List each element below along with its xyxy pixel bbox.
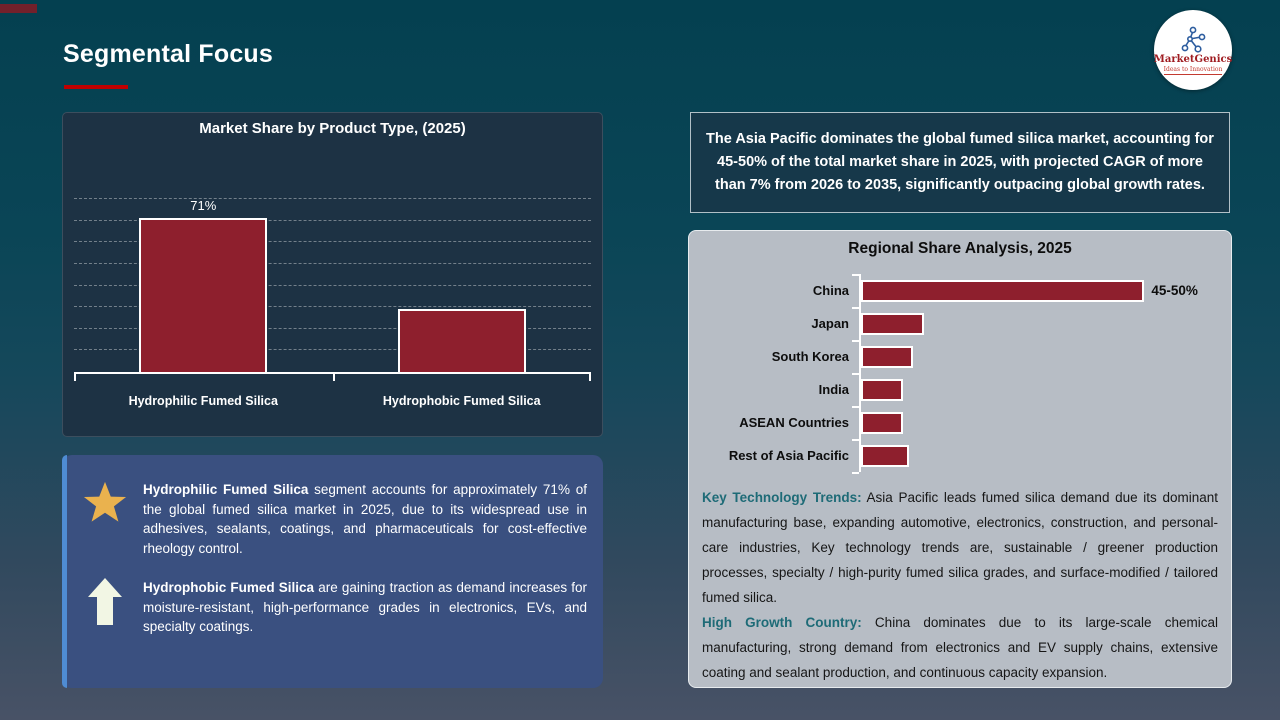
page-title: Segmental Focus	[63, 40, 273, 68]
up-arrow-icon	[82, 578, 128, 626]
regional-chart: China 45-50% Japan South Korea India ASE…	[689, 274, 1219, 474]
chart-row-china: China 45-50%	[689, 274, 1219, 307]
category-labels: Hydrophilic Fumed Silica Hydrophobic Fum…	[74, 394, 591, 408]
highlight-banner: The Asia Pacific dominates the global fu…	[690, 112, 1230, 213]
category-label-hydrophobic: Hydrophobic Fumed Silica	[382, 394, 541, 408]
axis-tick	[589, 374, 591, 381]
corner-accent	[0, 4, 37, 13]
regional-panel: Regional Share Analysis, 2025 China 45-5…	[688, 230, 1232, 688]
product-chart-plot: 71%	[74, 198, 592, 372]
molecule-network-icon	[1181, 26, 1206, 53]
bar-asean	[861, 411, 903, 434]
segment-info-box: Hydrophilic Fumed Silica segment account…	[62, 455, 603, 688]
key-technology-trends-paragraph: Key Technology Trends: Asia Pacific lead…	[702, 490, 1218, 605]
high-growth-country-paragraph: High Growth Country: China dominates due…	[702, 615, 1218, 680]
bar-rest-asia-pacific	[861, 444, 909, 467]
y-axis	[859, 274, 861, 472]
highlight-banner-text: The Asia Pacific dominates the global fu…	[706, 131, 1214, 193]
bar-hydrophobic	[397, 309, 526, 372]
gridline	[74, 241, 591, 243]
bar-value-label: 45-50%	[1151, 283, 1198, 298]
gridline	[74, 219, 591, 221]
info-item-hydrophobic: Hydrophobic Fumed Silica are gaining tra…	[82, 578, 587, 637]
gridline	[74, 327, 591, 329]
high-growth-country-lead: High Growth Country:	[702, 615, 862, 630]
axis-tick	[74, 374, 76, 381]
bar-india	[861, 378, 903, 401]
gridline	[74, 306, 591, 308]
company-logo: MarketGenics Ideas to Innovation	[1154, 10, 1232, 90]
axis-tick	[332, 374, 335, 381]
x-axis	[74, 372, 591, 381]
info-box-accent-bar	[62, 455, 67, 688]
chart-row-south-korea: South Korea	[689, 340, 1219, 373]
chart-row-rest-asia-pacific: Rest of Asia Pacific	[689, 439, 1219, 472]
chart-row-india: India	[689, 373, 1219, 406]
star-icon	[82, 480, 128, 524]
bar-south-korea	[861, 345, 913, 368]
gridline	[74, 349, 591, 351]
gridline	[74, 284, 591, 286]
info-item-hydrophilic: Hydrophilic Fumed Silica segment account…	[82, 480, 587, 558]
product-chart-panel: Market Share by Product Type, (2025) 71%…	[62, 112, 603, 437]
logo-company-name: MarketGenics	[1153, 54, 1233, 65]
chart-row-asean: ASEAN Countries	[689, 406, 1219, 439]
category-label-hydrophilic: Hydrophilic Fumed Silica	[128, 394, 278, 408]
regional-text-block: Key Technology Trends: Asia Pacific lead…	[702, 485, 1218, 685]
bar-column-hydrophilic: 71%	[74, 198, 333, 372]
logo-tagline: Ideas to Innovation	[1163, 66, 1223, 75]
bar-japan	[861, 312, 924, 335]
product-chart-title: Market Share by Product Type, (2025)	[199, 120, 466, 137]
title-underline	[64, 85, 128, 89]
bar-china	[861, 279, 1145, 302]
regional-chart-title: Regional Share Analysis, 2025	[848, 240, 1072, 257]
gridline	[74, 262, 591, 264]
chart-row-japan: Japan	[689, 307, 1219, 340]
gridline	[74, 198, 591, 199]
bar-hydrophilic	[139, 218, 268, 372]
bar-value-label: 71%	[190, 198, 217, 214]
y-axis-ticks	[852, 274, 859, 474]
bar-column-hydrophobic	[333, 199, 592, 372]
key-technology-trends-lead: Key Technology Trends:	[702, 490, 862, 505]
